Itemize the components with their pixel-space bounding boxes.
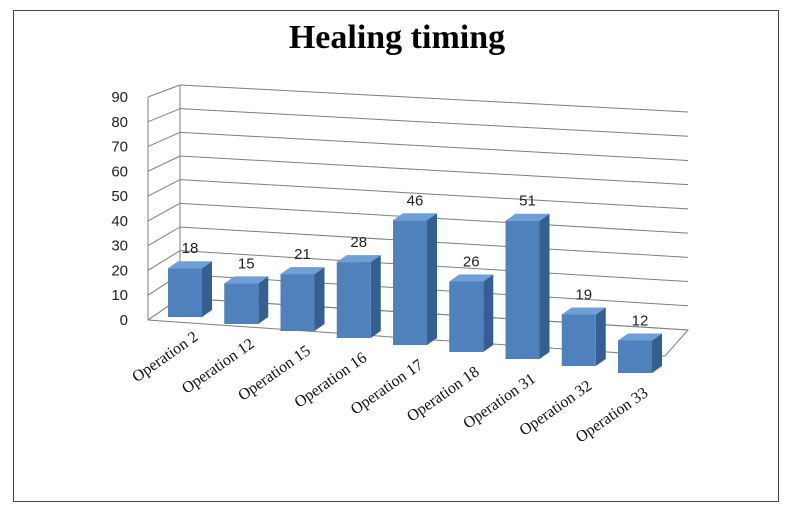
y-tick-label: 40 — [111, 213, 128, 230]
data-label: 21 — [294, 246, 311, 263]
bar-side — [652, 333, 662, 373]
side-gridline — [147, 155, 181, 172]
bar — [168, 261, 212, 317]
data-label: 18 — [182, 240, 199, 257]
bar-front — [336, 262, 371, 338]
bar — [280, 267, 325, 331]
gridline — [179, 84, 689, 113]
bar — [393, 213, 437, 345]
bar — [505, 213, 550, 359]
chart-title: Healing timing — [289, 19, 505, 56]
data-label: 12 — [632, 312, 649, 329]
bar-side — [370, 255, 381, 338]
data-labels: 18 15 21 28 46 26 51 19 12 — [182, 192, 649, 329]
y-tick-label: 90 — [111, 89, 128, 106]
bar-front — [393, 220, 427, 345]
side-gridline — [147, 250, 181, 271]
data-label: 46 — [407, 192, 424, 209]
side-gridline — [147, 84, 181, 98]
bar-top — [168, 261, 212, 269]
gridline — [179, 131, 689, 161]
side-gridline — [147, 131, 181, 148]
bar-front — [561, 314, 596, 366]
bar-side — [427, 213, 437, 345]
y-tick-label: 0 — [120, 312, 128, 329]
gridline — [179, 108, 689, 137]
y-tick-label: 20 — [111, 262, 128, 279]
bar-side — [539, 213, 550, 359]
gridline — [179, 155, 689, 186]
bar-top — [561, 307, 606, 315]
bar — [618, 333, 662, 373]
bar-top — [224, 276, 269, 284]
bar-front — [505, 220, 540, 359]
data-label: 19 — [575, 286, 592, 303]
side-gridline — [147, 179, 181, 197]
bars — [168, 213, 662, 373]
side-gridline — [147, 108, 181, 123]
bar-front — [224, 283, 259, 324]
bar-side — [595, 307, 606, 366]
side-gridline — [147, 202, 181, 222]
data-label: 26 — [463, 254, 480, 271]
bar-side — [483, 274, 494, 352]
y-tick-label: 50 — [111, 188, 128, 205]
bar-top — [505, 213, 550, 221]
bar — [561, 307, 606, 366]
y-tick-label: 70 — [111, 139, 128, 156]
bar-front — [618, 340, 652, 373]
bar-top — [336, 255, 381, 263]
bar — [224, 276, 269, 324]
y-tick-label: 80 — [111, 114, 128, 131]
y-axis-ticks: 0 10 20 30 40 50 60 70 80 90 — [111, 89, 128, 329]
gridline — [179, 179, 689, 210]
y-tick-label: 30 — [111, 238, 128, 255]
bar-front — [280, 274, 315, 331]
y-tick-label: 60 — [111, 163, 128, 180]
bar-top — [393, 213, 437, 221]
bar — [449, 274, 494, 352]
bar-front — [449, 281, 484, 352]
y-tick-label: 10 — [111, 287, 128, 304]
bar — [336, 255, 381, 338]
data-label: 28 — [350, 234, 367, 251]
bar-side — [258, 276, 269, 324]
bar-side — [202, 261, 212, 317]
side-gridline — [147, 226, 181, 247]
data-label: 51 — [519, 193, 536, 210]
data-label: 15 — [238, 255, 255, 272]
bar-top — [280, 267, 325, 275]
chart-border — [13, 10, 779, 502]
bar-top — [618, 333, 662, 341]
bar-side — [314, 267, 325, 331]
bar-front — [168, 268, 202, 317]
bar-top — [449, 274, 494, 282]
